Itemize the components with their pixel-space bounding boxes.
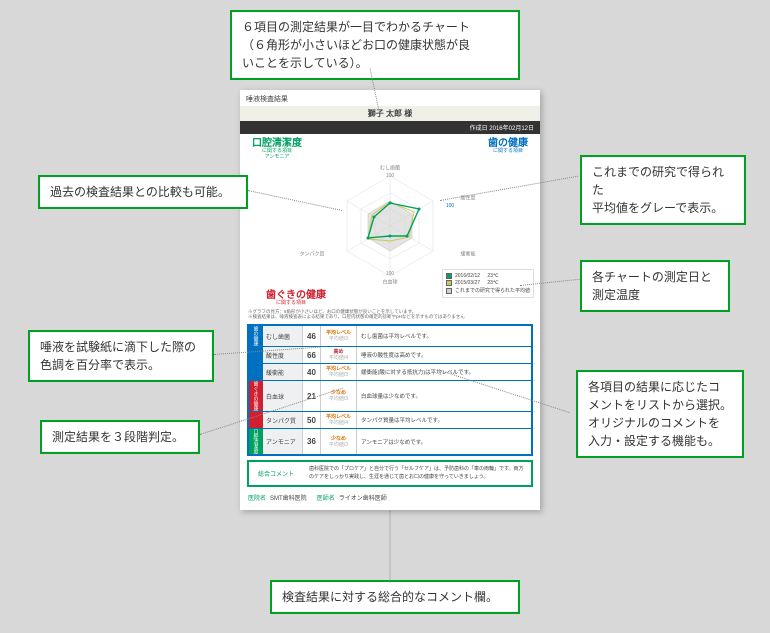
- row-rank: 平均レベル平均値/3: [321, 326, 357, 346]
- callout-text: 測定温度: [592, 286, 718, 304]
- callout-text: 平均値をグレーで表示。: [592, 199, 734, 217]
- patient-name: 獅子 太郎 様: [240, 106, 540, 121]
- callout-text: 測定結果を３段階判定。: [52, 428, 188, 446]
- row-rank: 少なめ平均値/3: [321, 429, 357, 454]
- footer: 医院名SMT歯科医院 医師名ライオン歯科医師: [240, 491, 540, 508]
- row-value: 36: [303, 429, 321, 454]
- axis-scale: 100: [386, 271, 394, 277]
- summary-label: 総合コメント: [249, 462, 303, 485]
- doc-title: 唾液検査結果: [240, 90, 540, 106]
- row-comment: 白血球量は少なめです。: [357, 381, 531, 411]
- footnote: ※グラフの見方：6角形が小さいほど、お口の健康状態が良いことを示しています。 ※…: [240, 309, 540, 325]
- callout-left-low: 測定結果を３段階判定。: [40, 420, 200, 454]
- summary-text: 歯科医院での「プロケア」と自分で行う「セルフケア」は、予防歯科の「車の両輪」です…: [303, 462, 531, 485]
- callout-text: 色調を百分率で表示。: [40, 356, 202, 374]
- callout-text: 各チャートの測定日と: [592, 268, 718, 286]
- row-side-label: 口腔清潔度: [249, 429, 263, 454]
- legend-item: これまでの研究で得られた平均値: [446, 287, 530, 294]
- row-value: 40: [303, 364, 321, 380]
- axis-scale: 100: [446, 203, 454, 209]
- row-rank: 平均レベル平均値/3: [321, 364, 357, 380]
- callout-top: ６項目の測定結果が一目でわかるチャート（６角形が小さいほどお口の健康状態が良いこ…: [230, 10, 520, 80]
- callout-bottom: 検査結果に対する総合的なコメント欄。: [270, 580, 520, 614]
- table-row: 歯の健康むし歯菌46平均レベル平均値/3むし歯菌は平均レベルです。: [249, 326, 531, 347]
- row-comment: むし歯菌は平均レベルです。: [357, 326, 531, 346]
- row-value: 66: [303, 347, 321, 363]
- axis-label: 緩衝能: [460, 250, 475, 257]
- row-comment: 唾液の酸性度は高めです。: [357, 347, 531, 363]
- doctor: 医師名ライオン歯科医師: [317, 493, 387, 502]
- axis-label: タンパク質: [299, 250, 324, 257]
- callout-right-low: 各項目の結果に応じたコメントをリストから選択。オリジナルのコメントを入力・設定す…: [576, 370, 744, 458]
- summary-comment: 総合コメント 歯科医院での「プロケア」と自分で行う「セルフケア」は、予防歯科の「…: [247, 460, 533, 487]
- row-name: 緩衝能: [263, 364, 303, 380]
- legend-item: 2016/02/12 23℃: [446, 273, 530, 279]
- row-value: 46: [303, 326, 321, 346]
- row-name: タンパク質: [263, 412, 303, 428]
- row-rank: 高め平均値/4: [321, 347, 357, 363]
- callout-right-top: これまでの研究で得られた平均値をグレーで表示。: [580, 155, 746, 225]
- row-side-label: [249, 347, 263, 363]
- axis-label: むし歯菌: [380, 164, 400, 171]
- row-comment: アンモニアは少なめです。: [357, 429, 531, 454]
- row-comment: タンパク質量は平均レベルです。: [357, 412, 531, 428]
- radar-chart: むし歯菌 100 酸性度 緩衝能 白血球 100 タンパク質 100 2016/…: [240, 160, 540, 290]
- header-cleanliness: 口腔清潔度 に関する項目 アンモニア: [252, 138, 302, 160]
- axis-scale: 100: [386, 173, 394, 179]
- table-row: 緩衝能40平均レベル平均値/3緩衝能(酸に対する抵抗力)は平均レベルです。: [249, 364, 531, 381]
- row-name: むし歯菌: [263, 326, 303, 346]
- callout-right-mid: 各チャートの測定日と測定温度: [580, 260, 730, 312]
- header-tooth: 歯の健康 に関する項目: [488, 138, 528, 160]
- callout-text: オリジナルのコメントを: [588, 414, 732, 432]
- table-row: タンパク質50平均レベル平均値/4タンパク質量は平均レベルです。: [249, 412, 531, 429]
- callout-text: 唾液を試験紙に滴下した際の: [40, 338, 202, 356]
- callout-text: 入力・設定する機能も。: [588, 432, 732, 450]
- callout-text: 検査結果に対する総合的なコメント欄。: [282, 588, 508, 606]
- row-rank: 平均レベル平均値/4: [321, 412, 357, 428]
- institution: 医院名SMT歯科医院: [248, 493, 307, 502]
- callout-text: これまでの研究で得られた: [592, 163, 734, 199]
- callout-text: 過去の検査結果との比較も可能。: [50, 183, 236, 201]
- callout-text: 各項目の結果に応じたコ: [588, 378, 732, 396]
- chart-legend: 2016/02/12 23℃ 2015/03/27 23℃ これまでの研究で得ら…: [442, 269, 534, 298]
- axis-label: 白血球: [382, 279, 397, 286]
- callout-text: （６角形が小さいほどお口の健康状態が良: [242, 36, 508, 54]
- result-table: 歯の健康むし歯菌46平均レベル平均値/3むし歯菌は平均レベルです。酸性度66高め…: [247, 324, 533, 456]
- callout-text: ６項目の測定結果が一目でわかるチャート: [242, 18, 508, 36]
- callout-left-mid: 唾液を試験紙に滴下した際の色調を百分率で表示。: [28, 330, 214, 382]
- result-document: 唾液検査結果 獅子 太郎 様 作成日 2016年02月12日 口腔清潔度 に関す…: [240, 90, 540, 510]
- row-rank: 少なめ平均値/3: [321, 381, 357, 411]
- callout-text: いことを示している）。: [242, 54, 508, 72]
- row-name: アンモニア: [263, 429, 303, 454]
- header-row: 口腔清潔度 に関する項目 アンモニア 歯の健康 に関する項目: [240, 134, 540, 160]
- row-side-label: 歯ぐきの健康: [249, 381, 263, 411]
- row-value: 50: [303, 412, 321, 428]
- callout-left-top: 過去の検査結果との比較も可能。: [38, 175, 248, 209]
- table-row: 酸性度66高め平均値/4唾液の酸性度は高めです。: [249, 347, 531, 364]
- legend-item: 2015/03/27 23℃: [446, 280, 530, 286]
- callout-text: メントをリストから選択。: [588, 396, 732, 414]
- row-side-label: [249, 364, 263, 380]
- created-date: 作成日 2016年02月12日: [240, 121, 540, 134]
- leader-line: [390, 511, 391, 583]
- row-side-label: 歯の健康: [249, 326, 263, 346]
- table-row: 口腔清潔度アンモニア36少なめ平均値/3アンモニアは少なめです。: [249, 429, 531, 454]
